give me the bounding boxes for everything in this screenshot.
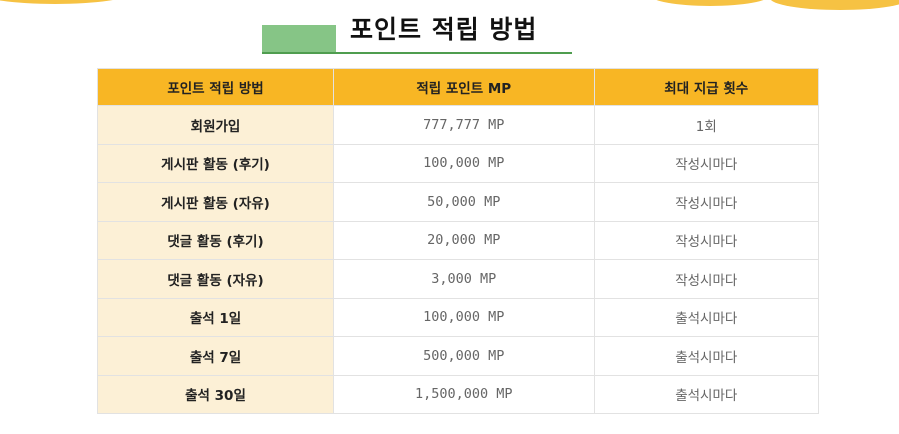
table-cell: 100,000 MP (333, 143, 595, 183)
points-table: 포인트 적립 방법 적립 포인트 MP 최대 지급 횟수 회원가입 777,777 M… (97, 68, 819, 414)
table-cell: 1회 (593, 105, 819, 145)
table-cell: 3,000 MP (333, 259, 595, 299)
table-cell: 게시판 활동 (후기) (97, 143, 334, 183)
decoration (650, 0, 770, 6)
table-cell: 100,000 MP (333, 297, 595, 337)
table-cell: 출석 1일 (97, 297, 334, 337)
table-cell: 작성시마다 (593, 220, 819, 260)
table-cell: 출석 30일 (97, 374, 334, 414)
table-cell: 작성시마다 (593, 259, 819, 299)
decoration (0, 0, 130, 4)
header-row: 포인트 적립 방법 적립 포인트 MP 최대 지급 횟수 (97, 68, 819, 106)
table-cell: 게시판 활동 (자유) (97, 182, 334, 222)
title: 포인트 적립 방법 (350, 15, 538, 44)
table-row: 출석 7일 500,000 MP 출석시마다 (97, 336, 819, 376)
table-row: 게시판 활동 (자유) 50,000 MP 작성시마다 (97, 182, 819, 222)
title-block: 포인트 적립 방법 (262, 10, 572, 54)
table-cell: 회원가입 (97, 105, 334, 145)
table-cell: 댓글 활동 (자유) (97, 259, 334, 299)
table-cell: 777,777 MP (333, 105, 595, 145)
table-cell: 출석 7일 (97, 336, 334, 376)
table-row: 출석 1일 100,000 MP 출석시마다 (97, 297, 819, 337)
table-cell: 500,000 MP (333, 336, 595, 376)
table-cell: 작성시마다 (593, 182, 819, 222)
decoration (770, 0, 899, 10)
table-cell: 20,000 MP (333, 220, 595, 260)
header-cell: 적립 포인트 MP (333, 68, 595, 106)
title-accent (262, 25, 336, 53)
table-cell: 출석시마다 (593, 336, 819, 376)
table-cell: 출석시마다 (593, 297, 819, 337)
table-row: 댓글 활동 (후기) 20,000 MP 작성시마다 (97, 220, 819, 260)
table-row: 게시판 활동 (후기) 100,000 MP 작성시마다 (97, 143, 819, 183)
table-cell: 댓글 활동 (후기) (97, 220, 334, 260)
title-rule (262, 52, 572, 54)
table-row: 회원가입 777,777 MP 1회 (97, 105, 819, 145)
table-row: 출석 30일 1,500,000 MP 출석시마다 (97, 374, 819, 414)
table-cell: 출석시마다 (593, 374, 819, 414)
table-cell: 50,000 MP (333, 182, 595, 222)
table-cell: 작성시마다 (593, 143, 819, 183)
table-body: 회원가입 777,777 MP 1회 게시판 활동 (후기) 100,000 MP 작성시… (97, 105, 819, 414)
header-cell: 포인트 적립 방법 (97, 68, 334, 106)
header-cell: 최대 지급 횟수 (593, 68, 819, 106)
table-row: 댓글 활동 (자유) 3,000 MP 작성시마다 (97, 259, 819, 299)
table-cell: 1,500,000 MP (333, 374, 595, 414)
